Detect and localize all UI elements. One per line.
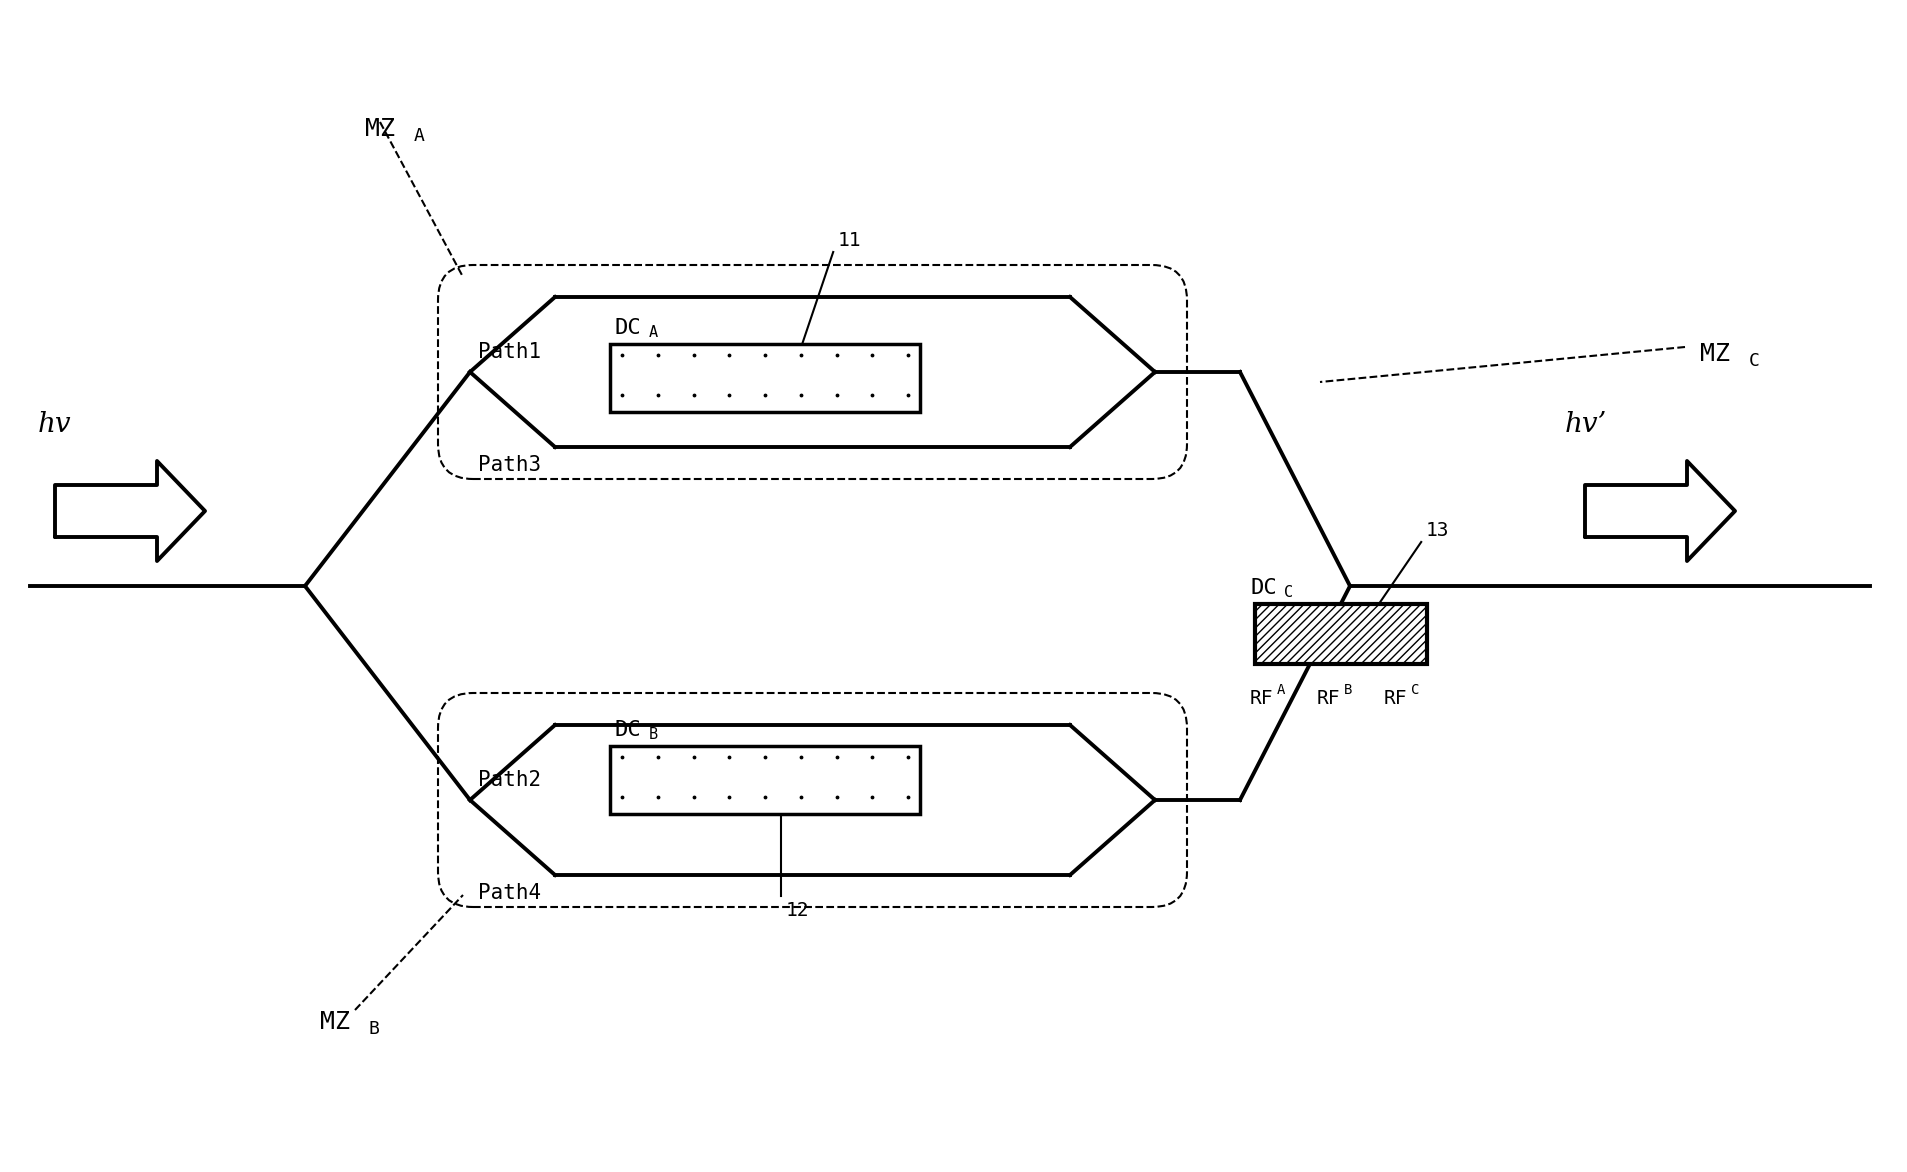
Text: C: C <box>1749 352 1760 370</box>
Text: B: B <box>368 1020 379 1038</box>
Text: A: A <box>414 127 425 145</box>
Text: Path2: Path2 <box>479 770 542 790</box>
Text: RF: RF <box>1249 689 1274 708</box>
Text: A: A <box>648 325 658 340</box>
Text: B: B <box>648 727 658 742</box>
Text: DC: DC <box>614 720 643 740</box>
Text: Path1: Path1 <box>479 342 542 362</box>
Text: MZ: MZ <box>320 1010 351 1034</box>
Text: hv’: hv’ <box>1566 411 1608 438</box>
Text: A: A <box>1276 683 1285 697</box>
Text: C: C <box>1411 683 1419 697</box>
Text: 12: 12 <box>786 901 809 920</box>
Bar <box>610 747 919 815</box>
Text: 13: 13 <box>1425 522 1449 540</box>
Text: hv: hv <box>38 411 71 438</box>
Text: MZ: MZ <box>364 117 395 141</box>
Text: Path3: Path3 <box>479 455 542 475</box>
Text: C: C <box>1283 585 1293 600</box>
Text: Path4: Path4 <box>479 883 542 902</box>
Text: MZ: MZ <box>1699 342 1730 366</box>
Text: B: B <box>1344 683 1352 697</box>
Text: DC: DC <box>1249 578 1278 598</box>
Text: RF: RF <box>1384 689 1407 708</box>
Bar <box>1255 604 1426 665</box>
Text: 11: 11 <box>837 231 860 250</box>
Text: RF: RF <box>1318 689 1341 708</box>
Text: DC: DC <box>614 318 643 338</box>
Bar <box>610 345 919 413</box>
